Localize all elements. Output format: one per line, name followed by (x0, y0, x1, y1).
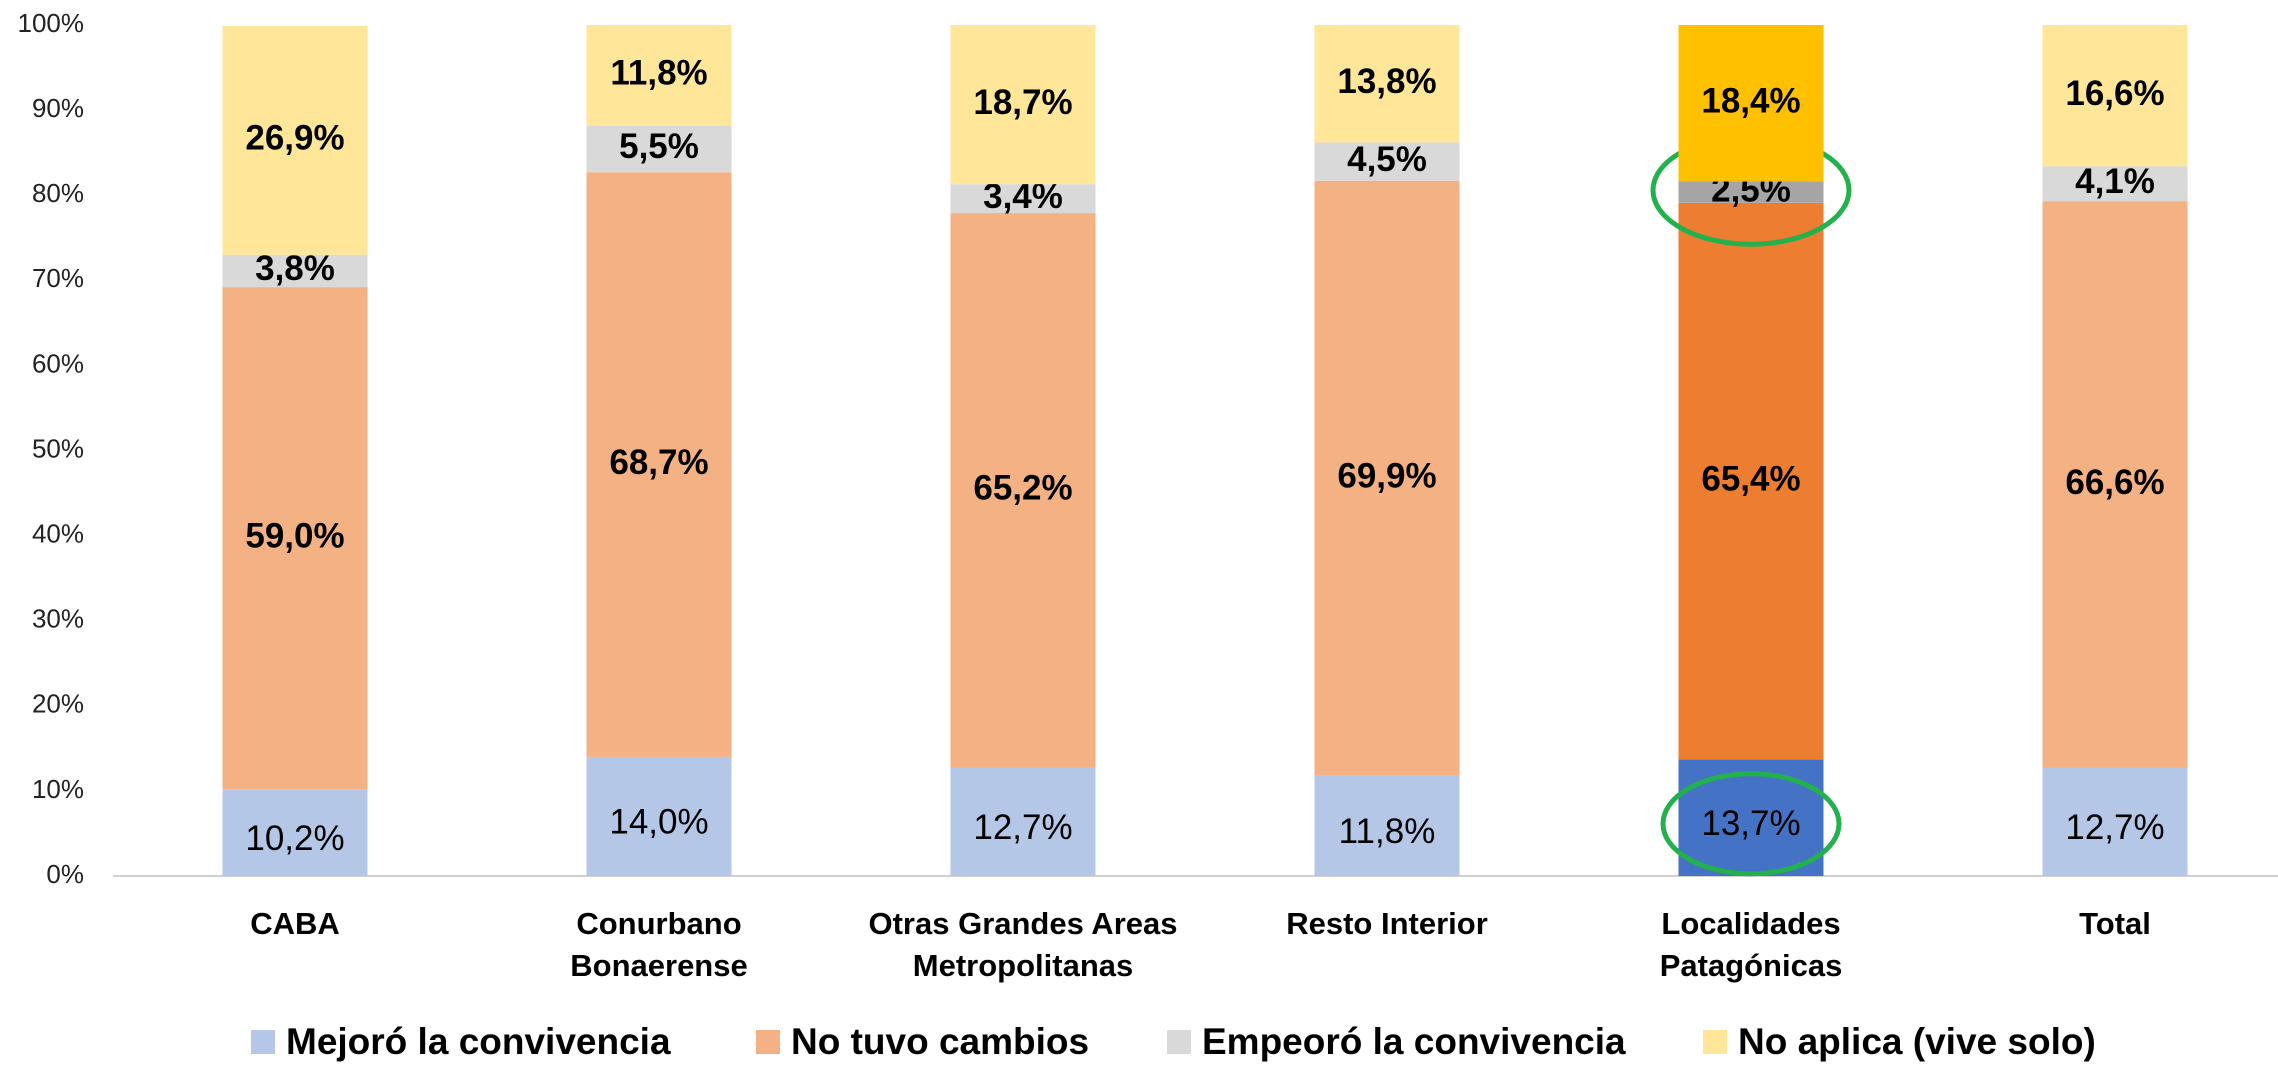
legend-label: No aplica (vive solo) (1738, 1021, 2096, 1062)
legend-label: No tuvo cambios (791, 1021, 1089, 1062)
bar-segment (950, 184, 1096, 214)
data-label: 11,8% (1339, 812, 1436, 851)
bar-segment (950, 213, 1096, 768)
data-label: 66,6% (2065, 463, 2164, 502)
data-label: 5,5% (619, 127, 699, 166)
y-tick-label: 100% (18, 8, 85, 38)
legend-swatch (756, 1030, 780, 1054)
data-label: 12,7% (973, 808, 1072, 847)
data-label: 4,5% (1347, 140, 1427, 179)
y-tick-label: 50% (32, 433, 84, 463)
data-label: 3,8% (255, 249, 335, 288)
data-label: 18,4% (1701, 82, 1800, 121)
x-tick-label: Resto Interior (1286, 906, 1488, 941)
bar-segment (1678, 25, 1824, 182)
bar-segment (222, 25, 368, 255)
bar-segment (1314, 775, 1460, 876)
bar-segment (222, 287, 368, 790)
bar-segment (586, 125, 732, 173)
data-label: 26,9% (245, 119, 344, 158)
y-tick-label: 20% (32, 689, 84, 719)
bar-segment (586, 25, 732, 126)
y-tick-label: 80% (32, 178, 84, 208)
x-tick-label: Conurbano Bonaerense (570, 906, 748, 983)
legend-swatch (1167, 1030, 1191, 1054)
y-tick-label: 10% (32, 774, 84, 804)
data-label: 65,4% (1701, 459, 1800, 498)
legend-label: Mejoró la convivencia (286, 1021, 671, 1062)
bar-segment (2042, 201, 2188, 768)
x-tick-label: CABA (250, 906, 340, 941)
bar-segment (222, 254, 368, 288)
legend-label: Empeoró la convivencia (1202, 1021, 1626, 1062)
legend-swatch (1703, 1030, 1727, 1054)
bar-segment (950, 25, 1096, 185)
y-tick-label: 0% (46, 859, 84, 889)
legend-swatch (251, 1030, 275, 1054)
bar-segment (1678, 202, 1824, 760)
bar-segment (2042, 767, 2188, 876)
y-tick-label: 30% (32, 604, 84, 634)
data-label: 59,0% (245, 516, 344, 555)
bar-segment (2042, 25, 2188, 167)
data-label: 11,8% (610, 53, 707, 92)
x-tick-label: Total (2079, 906, 2151, 941)
bar-segment (222, 789, 368, 876)
bar-segment (1314, 142, 1460, 181)
data-label: 68,7% (609, 443, 708, 482)
data-label: 16,6% (2065, 74, 2164, 113)
x-tick-label: Localidades Patagónicas (1659, 906, 1843, 983)
data-label: 18,7% (973, 83, 1072, 122)
data-label: 65,2% (973, 469, 1072, 508)
y-tick-label: 60% (32, 348, 84, 378)
y-tick-label: 90% (32, 93, 84, 123)
bar-segment (1678, 181, 1824, 203)
highlight-circle (1660, 771, 1842, 877)
data-label: 4,1% (2075, 162, 2155, 201)
data-label: 13,7% (1701, 804, 1800, 843)
bar-segment (2042, 166, 2188, 202)
data-label: 69,9% (1337, 456, 1436, 495)
bar-segment (586, 756, 732, 876)
bar-segment (950, 767, 1096, 876)
y-tick-label: 40% (32, 518, 84, 548)
y-tick-label: 70% (32, 263, 84, 293)
bar-segment (1314, 25, 1460, 143)
data-label: 13,8% (1337, 62, 1436, 101)
bar-segment (1314, 180, 1460, 776)
bar-segment (1678, 759, 1824, 876)
x-tick-label: Otras Grandes Areas Metropolitanas (868, 906, 1178, 983)
data-label: 10,2% (245, 819, 344, 858)
data-label: 12,7% (2065, 808, 2164, 847)
bar-segment (586, 172, 732, 757)
data-label: 14,0% (609, 803, 708, 842)
